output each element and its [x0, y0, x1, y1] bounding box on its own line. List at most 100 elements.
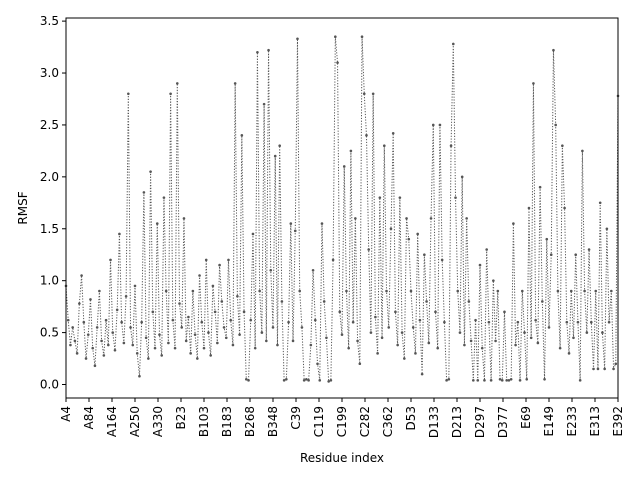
data-point	[311, 269, 315, 272]
data-point	[256, 50, 259, 54]
data-point	[423, 253, 426, 257]
y-axis: 0.0 0.5 1.0 1.5 2.0 2.5 3.0 3.5	[40, 14, 66, 392]
data-point	[545, 237, 549, 241]
data-point	[358, 362, 362, 366]
data-point	[556, 289, 560, 293]
x-tick-label: C362	[381, 406, 395, 437]
data-point	[244, 378, 248, 381]
data-point	[367, 248, 371, 251]
y-axis-label: RMSF	[16, 191, 30, 224]
data-point	[253, 346, 257, 350]
data-point	[296, 37, 299, 41]
data-point	[229, 318, 233, 322]
data-point	[155, 222, 159, 225]
data-point	[187, 315, 190, 319]
data-point	[242, 310, 246, 314]
data-point	[131, 343, 135, 347]
data-point	[271, 326, 275, 329]
data-point	[100, 339, 103, 343]
x-tick-label: D297	[473, 406, 487, 438]
data-point	[227, 258, 230, 262]
data-point	[251, 232, 255, 236]
data-point	[282, 379, 286, 382]
data-point	[267, 48, 270, 52]
data-point	[269, 269, 273, 272]
data-point	[265, 339, 268, 343]
data-point	[238, 333, 241, 336]
x-tick-label: B348	[266, 406, 280, 437]
x-tick-label: B268	[243, 406, 257, 437]
x-tick-label: A250	[128, 406, 142, 437]
data-point	[601, 331, 604, 334]
data-point	[407, 237, 411, 241]
data-point	[180, 326, 184, 329]
data-point	[409, 289, 413, 293]
data-point	[298, 289, 302, 293]
data-point	[492, 279, 495, 282]
data-point	[503, 310, 506, 314]
data-point	[532, 82, 535, 85]
data-point	[565, 320, 569, 324]
data-point	[516, 320, 520, 324]
data-point	[552, 48, 555, 52]
data-point	[463, 343, 466, 347]
data-point	[592, 367, 595, 371]
data-point	[102, 354, 106, 357]
y-tick-label: 0.0	[40, 378, 59, 392]
data-point	[563, 206, 566, 210]
data-point	[523, 331, 526, 334]
data-point	[287, 320, 290, 324]
data-point	[514, 343, 517, 347]
data-point	[467, 300, 471, 303]
x-tick-label: D53	[404, 406, 418, 431]
data-point	[120, 320, 123, 324]
x-tick-label: A4	[59, 406, 73, 422]
x-axis-label: Residue index	[300, 451, 384, 465]
data-point	[95, 326, 99, 329]
data-point	[233, 82, 237, 85]
data-point	[547, 326, 551, 329]
data-point	[543, 378, 546, 381]
data-point	[293, 229, 297, 233]
data-point	[534, 318, 537, 322]
data-point	[167, 341, 170, 345]
data-point	[260, 331, 264, 334]
data-point	[529, 336, 533, 340]
data-point	[425, 300, 428, 303]
data-point	[313, 318, 317, 322]
data-point	[378, 196, 382, 199]
x-tick-label: E313	[588, 406, 602, 437]
data-point	[391, 131, 395, 135]
data-point	[140, 320, 143, 324]
data-point	[443, 320, 446, 324]
data-point	[91, 346, 95, 350]
data-point	[587, 248, 591, 251]
y-tick-label: 2.5	[40, 118, 59, 132]
x-tick-label: A164	[105, 406, 119, 437]
data-point	[447, 378, 451, 381]
data-point	[300, 326, 304, 329]
data-point	[396, 343, 399, 347]
data-point	[169, 92, 172, 96]
x-tick-label: A330	[151, 406, 165, 437]
data-point	[554, 123, 557, 127]
data-point	[338, 310, 342, 314]
data-point	[189, 352, 192, 355]
data-point	[320, 222, 324, 225]
data-point	[567, 352, 571, 355]
x-tick-label: D133	[427, 406, 441, 438]
data-point	[347, 346, 350, 350]
data-point	[376, 352, 379, 355]
data-point	[149, 170, 152, 173]
data-point	[162, 196, 166, 199]
data-point	[89, 298, 92, 301]
data-point	[371, 92, 375, 96]
data-point	[561, 144, 564, 147]
data-point	[153, 346, 157, 350]
data-point	[420, 372, 424, 376]
data-point	[574, 253, 578, 257]
data-point	[278, 144, 281, 147]
data-point	[538, 185, 542, 189]
data-point	[302, 379, 306, 382]
data-point	[133, 284, 137, 288]
